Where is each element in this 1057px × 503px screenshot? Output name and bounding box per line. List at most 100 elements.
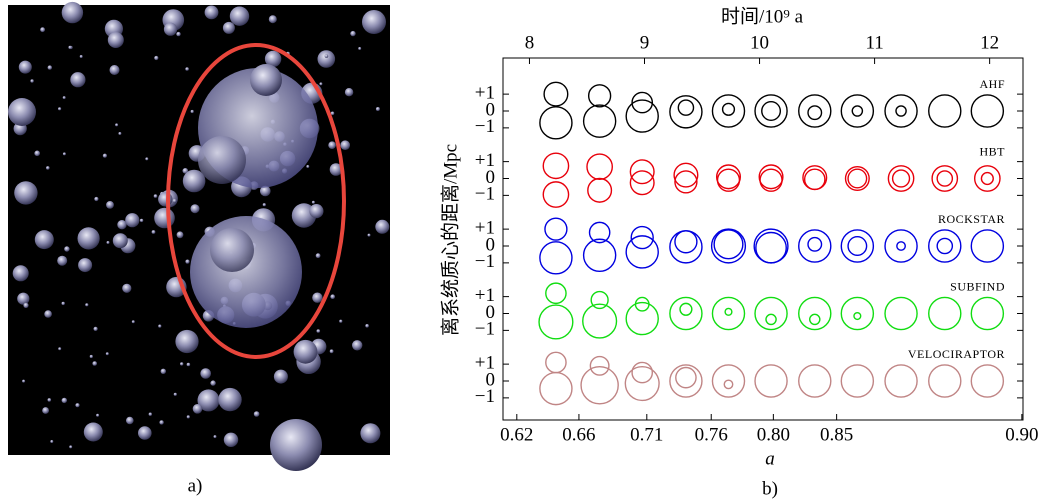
halo-sphere [62, 2, 83, 23]
halo-circle [848, 237, 867, 256]
halo-sphere [218, 388, 241, 411]
halo-circle [581, 367, 618, 404]
panel-label: a) [188, 475, 203, 496]
halo-sphere [312, 201, 315, 204]
halo-circle [896, 106, 906, 116]
halo-sphere [193, 404, 203, 414]
halo-circle [632, 362, 652, 382]
halo-sphere [318, 50, 336, 68]
halo-circle [755, 365, 787, 397]
halo-circle [670, 297, 702, 329]
halo-sphere [339, 320, 342, 323]
x-tick-label: 0.90 [1005, 424, 1038, 445]
halo-sphere [117, 220, 126, 229]
halo-sphere [48, 398, 52, 402]
halo-circle [712, 229, 746, 263]
halo-circle [981, 173, 993, 185]
x-tick-label: 0.71 [630, 424, 663, 445]
halo-circle [587, 154, 612, 179]
halo-circle [675, 231, 697, 253]
halo-sphere [90, 355, 93, 358]
halo-sphere [62, 302, 65, 305]
halo-sphere [140, 219, 143, 222]
halo-sphere [187, 415, 190, 418]
halo-sphere [309, 204, 323, 218]
x2-axis-label: 时间/10⁹ a [721, 5, 804, 27]
halo-circle [760, 169, 782, 191]
halo-sphere [132, 320, 135, 323]
y-tick-label: −1 [475, 116, 495, 137]
halo-sphere [177, 231, 184, 238]
halo-sphere [85, 303, 88, 306]
chart: a 时间/10⁹ a 离系统质心的距离/Mpc b) 0.620.660.710… [439, 5, 1038, 499]
halo-circle [539, 305, 573, 339]
halo-circle [885, 230, 917, 262]
halo-circle [885, 365, 917, 397]
halo-circle [756, 233, 786, 263]
halo-sphere [110, 65, 120, 75]
halo-circle [854, 313, 861, 320]
halo-sphere [63, 152, 66, 155]
halo-circle [635, 297, 649, 311]
halo-circle [808, 238, 822, 252]
halo-circle [885, 297, 917, 329]
halo-sphere [34, 151, 40, 157]
halo-circle [929, 365, 961, 397]
halo-sphere [223, 22, 235, 34]
halo-circle [808, 106, 822, 120]
halo-circle [714, 230, 743, 259]
halo-circle [712, 95, 744, 127]
halo-circle [626, 303, 658, 335]
halo-circle [975, 166, 1000, 191]
halo-sphere [75, 403, 79, 407]
halo-sphere [57, 256, 67, 266]
halo-sphere [154, 56, 158, 60]
x-tick-label: 0.80 [757, 424, 790, 445]
halo-circle [971, 95, 1003, 127]
halo-circle [546, 283, 566, 303]
halo-sphere [154, 208, 175, 229]
halo-sphere [84, 423, 103, 442]
halo-sphere [328, 141, 336, 149]
halo-sphere [360, 423, 380, 443]
halo-circle [762, 102, 781, 121]
halo-sphere [176, 32, 180, 36]
halo-circle [929, 95, 961, 127]
halo-circle [841, 297, 873, 329]
halo-circle [846, 167, 870, 191]
halo-circle [805, 169, 825, 189]
halo-circle [929, 297, 961, 329]
halo-sphere [174, 393, 177, 396]
halo-sphere [319, 82, 322, 85]
halo-sphere [164, 23, 177, 36]
halo-sphere [362, 10, 386, 34]
halo-sphere [365, 324, 369, 328]
halo-circle [546, 352, 566, 372]
halo-circle [589, 85, 611, 107]
halo-sphere [269, 15, 277, 23]
y-tick-label: −1 [475, 184, 495, 205]
halo-sphere [92, 361, 97, 366]
halo-circle [841, 230, 873, 262]
x-tick-label: 0.85 [820, 424, 853, 445]
halo-sphere [44, 310, 52, 318]
halo-sphere [78, 227, 100, 249]
halo-sphere [70, 72, 85, 87]
halo-circle [937, 171, 952, 186]
halo-sphere [191, 110, 194, 113]
halo-sphere [175, 330, 198, 353]
halo-sphere [118, 132, 121, 135]
x2-tick-label: 10 [750, 32, 769, 53]
halo-sphere [103, 154, 107, 158]
halo-circle [543, 153, 568, 178]
halo-sphere [78, 258, 92, 272]
halo-circle [678, 100, 693, 115]
halo-sphere [180, 362, 183, 365]
halo-sphere [330, 349, 334, 353]
halo-circle [766, 314, 776, 324]
halo-sphere [42, 407, 49, 414]
halo-circle [584, 105, 616, 137]
halo-circle [543, 182, 568, 207]
halo-sphere [345, 88, 353, 96]
halo-sphere [152, 230, 156, 234]
